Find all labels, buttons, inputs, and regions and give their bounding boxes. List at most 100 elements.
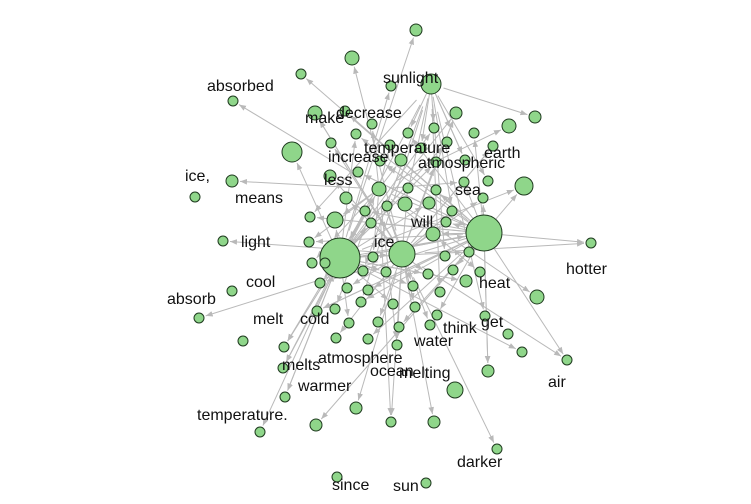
label-water: water: [413, 333, 454, 350]
label-temperature-period: temperature.: [197, 407, 288, 424]
network-node: [441, 136, 453, 148]
network-node: [367, 251, 379, 263]
label-warmer: warmer: [297, 378, 352, 395]
edge: [379, 216, 394, 416]
edge: [389, 180, 458, 189]
label-ocean: ocean: [370, 363, 414, 380]
edge: [431, 108, 443, 286]
network-node: [374, 155, 386, 167]
network-node: [306, 257, 318, 269]
network-node: [431, 309, 443, 321]
network-node: [439, 250, 451, 262]
edge: [238, 104, 362, 179]
network-node: [295, 68, 307, 80]
network-node: [371, 181, 387, 197]
network-node: [304, 211, 316, 223]
edge: [381, 166, 397, 186]
network-node: [529, 289, 545, 305]
network-node: [330, 332, 342, 344]
network-node: [487, 140, 499, 152]
network-node: [279, 391, 291, 403]
label-sea: sea: [455, 182, 481, 199]
edge: [350, 195, 376, 240]
network-node: [409, 301, 421, 313]
label-cold: cold: [300, 311, 329, 328]
network-node: [474, 266, 486, 278]
network-node: [189, 191, 201, 203]
label-melt: melt: [253, 311, 284, 328]
edge: [314, 99, 417, 213]
edge: [412, 277, 495, 443]
label-absorbed: absorbed: [207, 78, 274, 95]
label-sun: sun: [393, 478, 419, 495]
network-node: [428, 122, 440, 134]
edge: [296, 162, 335, 246]
edge: [397, 201, 530, 293]
network-node: [352, 166, 364, 178]
network-node: [355, 296, 367, 308]
network-node: [422, 196, 436, 210]
edge: [361, 268, 517, 350]
network-node: [479, 310, 491, 322]
label-darker: darker: [457, 454, 503, 471]
edge: [437, 95, 485, 176]
network-node: [446, 381, 464, 399]
label-less: less: [324, 172, 352, 189]
network-node: [319, 237, 361, 279]
network-node: [422, 268, 434, 280]
network-node: [407, 280, 419, 292]
label-melts: melts: [282, 357, 320, 374]
edge: [320, 255, 465, 420]
label-make: make: [305, 110, 344, 127]
edge: [262, 278, 331, 426]
network-node: [420, 477, 432, 489]
edge: [410, 89, 429, 127]
network-node: [502, 328, 514, 340]
network-node: [449, 106, 463, 120]
network-node: [254, 426, 266, 438]
edge: [491, 245, 564, 355]
label-think: think: [443, 320, 478, 337]
edge: [420, 91, 431, 142]
network-node: [561, 354, 573, 366]
network-node: [380, 266, 392, 278]
edge: [352, 146, 443, 245]
label-atmosphere: atmosphere: [318, 350, 403, 367]
network-node: [427, 415, 441, 429]
network-node: [227, 95, 239, 107]
network-node: [387, 298, 399, 310]
edge: [362, 110, 424, 296]
network-node: [420, 73, 442, 95]
node-labels: sunlight absorbed make decrease temperat…: [167, 70, 608, 495]
label-atmospheric: atmospheric: [418, 155, 505, 172]
label-means: means: [235, 190, 283, 207]
network-node: [514, 176, 534, 196]
edge: [285, 268, 335, 363]
label-absorb: absorb: [167, 291, 216, 308]
edge: [433, 91, 463, 154]
edge: [374, 239, 471, 288]
network-node: [281, 141, 303, 163]
network-node: [409, 23, 423, 37]
edge: [385, 164, 472, 225]
label-ice: ice: [374, 234, 395, 251]
network-node: [385, 416, 397, 428]
edge: [355, 260, 459, 282]
network-node: [447, 264, 459, 276]
network-node: [402, 127, 414, 139]
network-node: [585, 237, 597, 249]
network-node: [415, 142, 427, 154]
label-heat: heat: [479, 275, 511, 292]
network-node: [225, 174, 239, 188]
network-node: [468, 127, 480, 139]
edge: [424, 241, 585, 254]
label-decrease: decrease: [336, 105, 402, 122]
edge: [404, 168, 435, 245]
edge: [483, 246, 491, 364]
network-node: [516, 346, 528, 358]
network-node: [397, 196, 413, 212]
edge: [404, 270, 434, 415]
edge: [494, 233, 585, 245]
network-node: [323, 169, 337, 183]
network-node: [344, 50, 360, 66]
